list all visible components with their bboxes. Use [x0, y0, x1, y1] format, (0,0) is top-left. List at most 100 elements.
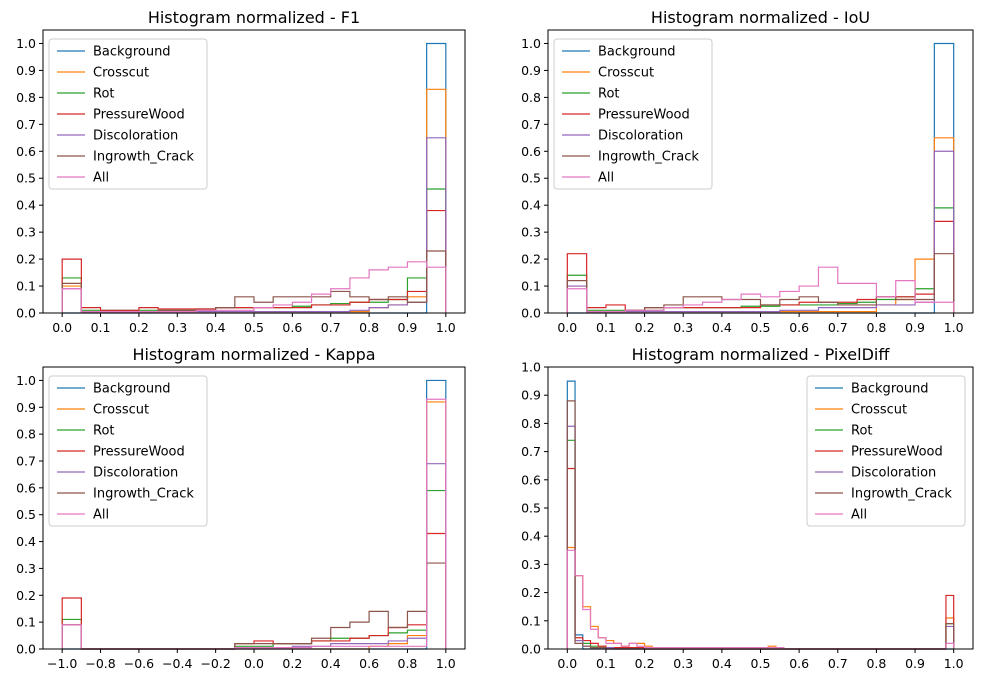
legend-label: Discoloration — [93, 466, 178, 481]
x-tick-label: 0.4 — [712, 656, 732, 671]
legend-item: Discoloration — [562, 129, 683, 144]
legend-item: All — [815, 508, 867, 523]
y-tick-label: 0.8 — [521, 90, 541, 105]
legend-item: Ingrowth_Crack — [562, 150, 699, 165]
legend-item: Discoloration — [57, 129, 178, 144]
x-tick-label: 0.9 — [905, 320, 925, 335]
x-tick-label: 1.0 — [944, 320, 964, 335]
x-tick-label: 0.0 — [244, 656, 264, 671]
legend-item: Crosscut — [57, 66, 149, 81]
legend-item: PressureWood — [57, 445, 185, 460]
y-tick-label: 0.6 — [521, 144, 541, 159]
legend-item: Background — [57, 45, 171, 60]
legend-label: Rot — [93, 87, 115, 102]
y-tick-label: 0.0 — [16, 642, 36, 657]
x-tick-label: 0.6 — [359, 656, 379, 671]
y-tick-label: 0.9 — [16, 400, 36, 415]
y-tick-label: 0.5 — [521, 171, 541, 186]
x-tick-label: 0.2 — [282, 656, 302, 671]
legend-label: Discoloration — [851, 466, 936, 481]
x-tick-label: 0.2 — [129, 320, 149, 335]
x-tick-label: 0.6 — [789, 656, 809, 671]
x-tick-label: 1.0 — [436, 320, 456, 335]
x-tick-label: −1.0 — [47, 656, 77, 671]
series-step-all — [566, 266, 955, 313]
chart-title: Histogram normalized - IoU — [651, 8, 870, 27]
legend-label: Ingrowth_Crack — [93, 487, 194, 502]
y-tick-label: 0.0 — [16, 306, 36, 321]
legend-label: Background — [598, 45, 676, 60]
legend-item: Ingrowth_Crack — [57, 150, 194, 165]
legend-item: Background — [562, 45, 676, 60]
x-tick-label: 0.8 — [866, 656, 886, 671]
legend-item: Rot — [815, 424, 873, 439]
y-tick-label: 0.4 — [521, 198, 541, 213]
y-tick-label: 0.3 — [16, 225, 36, 240]
x-tick-label: 0.4 — [321, 656, 341, 671]
y-tick-label: 0.9 — [521, 388, 541, 403]
legend-item: PressureWood — [815, 445, 943, 460]
legend-item: Rot — [57, 424, 115, 439]
x-tick-label: 0.5 — [751, 656, 771, 671]
legend-label: Background — [93, 45, 171, 60]
x-tick-label: 0.2 — [635, 656, 655, 671]
legend-item: Rot — [57, 87, 115, 102]
legend-item: Crosscut — [562, 66, 654, 81]
x-tick-label: 0.1 — [91, 320, 111, 335]
y-tick-label: 0.6 — [521, 472, 541, 487]
y-tick-label: 0.2 — [16, 252, 36, 267]
chart-panel-4: Histogram normalized - PixelDiff 0.0 0.1 0.… — [521, 345, 974, 671]
legend-label: Crosscut — [598, 66, 654, 81]
y-tick-label: 0.5 — [16, 171, 36, 186]
legend-item: Discoloration — [57, 466, 178, 481]
x-tick-label: 0.3 — [167, 320, 187, 335]
legend-label: PressureWood — [93, 445, 185, 460]
y-tick-label: 1.0 — [16, 373, 36, 388]
y-tick-label: 0.7 — [521, 444, 541, 459]
legend-item: PressureWood — [562, 108, 690, 123]
y-tick-label: 0.4 — [521, 529, 541, 544]
y-tick-label: 0.0 — [521, 642, 541, 657]
legend-label: Ingrowth_Crack — [93, 150, 194, 165]
legend-box — [48, 375, 208, 527]
y-tick-label: 0.9 — [521, 63, 541, 78]
x-tick-label: −0.4 — [162, 656, 192, 671]
legend-label: All — [93, 508, 109, 523]
legend-label: Rot — [93, 424, 115, 439]
x-tick-label: −0.2 — [200, 656, 230, 671]
legend-item: All — [57, 171, 109, 186]
y-tick-label: 0.1 — [521, 279, 541, 294]
x-tick-label: 0.3 — [673, 656, 693, 671]
x-tick-label: 0.0 — [52, 320, 72, 335]
x-tick-label: −0.6 — [124, 656, 154, 671]
y-tick-label: 0.7 — [16, 454, 36, 469]
x-tick-label: −0.8 — [85, 656, 115, 671]
legend-label: Ingrowth_Crack — [851, 487, 952, 502]
legend-label: PressureWood — [851, 445, 943, 460]
legend-label: Crosscut — [93, 403, 149, 418]
y-tick-label: 1.0 — [521, 360, 541, 375]
y-tick-label: 0.2 — [521, 252, 541, 267]
x-tick-label: 0.9 — [905, 656, 925, 671]
y-tick-label: 0.4 — [16, 198, 36, 213]
legend-item: PressureWood — [57, 108, 185, 123]
y-tick-label: 1.0 — [521, 36, 541, 51]
y-tick-label: 1.0 — [16, 36, 36, 51]
x-tick-label: 0.4 — [712, 320, 732, 335]
y-tick-label: 0.8 — [16, 90, 36, 105]
legend-label: Background — [851, 382, 929, 397]
x-tick-label: 0.7 — [828, 656, 848, 671]
legend-item: All — [57, 508, 109, 523]
legend-label: All — [598, 171, 614, 186]
legend-label: PressureWood — [93, 108, 185, 123]
y-tick-label: 0.6 — [16, 480, 36, 495]
x-tick-label: 0.0 — [557, 656, 577, 671]
legend-label: Ingrowth_Crack — [598, 150, 699, 165]
chart-panel-3: Histogram normalized - Kappa −1.0 −0.8 −0.6… — [16, 345, 466, 671]
legend-box — [806, 375, 966, 527]
x-tick-label: 0.6 — [789, 320, 809, 335]
y-tick-label: 0.7 — [16, 117, 36, 132]
y-tick-label: 0.2 — [16, 588, 36, 603]
legend-item: Ingrowth_Crack — [57, 487, 194, 502]
